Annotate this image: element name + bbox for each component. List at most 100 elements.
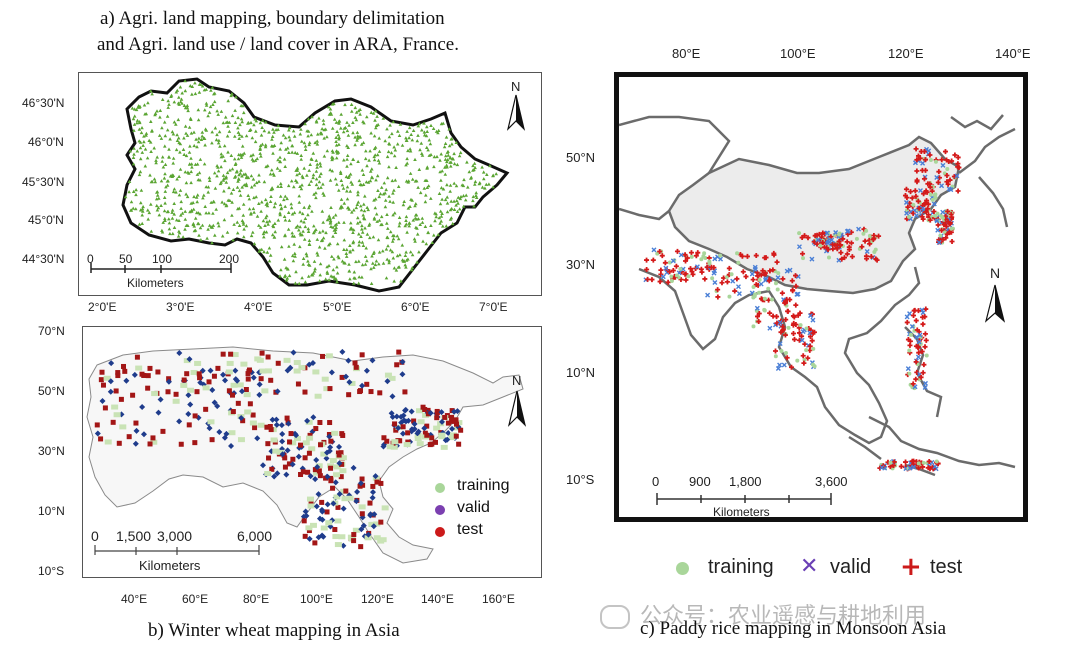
sample-point bbox=[704, 264, 710, 270]
sample-point bbox=[203, 127, 208, 131]
sample-point bbox=[289, 461, 296, 468]
sample-point bbox=[149, 180, 154, 184]
sample-point bbox=[251, 177, 256, 181]
sample-point bbox=[202, 193, 206, 197]
sample-point bbox=[278, 422, 285, 429]
sample-point bbox=[183, 79, 187, 83]
sample-point bbox=[405, 430, 411, 436]
sample-point bbox=[224, 204, 228, 208]
sample-point bbox=[196, 211, 201, 215]
sample-point bbox=[249, 120, 253, 125]
sample-point bbox=[177, 193, 182, 197]
sample-point bbox=[321, 229, 325, 233]
panel-a-caption-line2: and Agri. land use / land cover in ARA, … bbox=[97, 34, 459, 55]
sample-point bbox=[102, 405, 108, 411]
sample-point bbox=[246, 121, 250, 125]
sample-point bbox=[356, 232, 361, 236]
sample-point bbox=[230, 167, 235, 171]
sample-point bbox=[172, 120, 177, 124]
sample-point bbox=[472, 167, 476, 172]
sample-point bbox=[393, 413, 400, 420]
sample-point bbox=[271, 473, 278, 480]
sample-point bbox=[925, 206, 931, 212]
sample-point bbox=[440, 224, 445, 228]
sample-point bbox=[203, 204, 207, 208]
sample-point bbox=[710, 276, 715, 281]
panel-b-scale-num-3: 6,000 bbox=[237, 528, 273, 544]
sample-point bbox=[218, 181, 223, 186]
sample-point bbox=[233, 120, 238, 124]
sample-point bbox=[395, 234, 400, 238]
sample-point bbox=[420, 153, 425, 157]
sample-point bbox=[305, 129, 309, 133]
sample-point bbox=[371, 511, 378, 518]
sample-point bbox=[342, 220, 346, 224]
sample-point bbox=[351, 157, 355, 161]
sample-point bbox=[200, 130, 205, 134]
panel-a-lat-4: 44°30'N bbox=[22, 252, 65, 266]
sample-point bbox=[283, 357, 291, 363]
sample-point bbox=[155, 409, 162, 416]
sample-point bbox=[239, 388, 246, 395]
sample-point bbox=[270, 168, 274, 172]
sample-point bbox=[175, 177, 179, 181]
sample-point bbox=[888, 460, 893, 465]
sample-point bbox=[265, 441, 271, 447]
sample-point bbox=[155, 155, 159, 159]
sample-point bbox=[347, 123, 351, 127]
sample-point bbox=[392, 233, 396, 238]
sample-point bbox=[374, 123, 379, 127]
sample-point bbox=[321, 220, 325, 224]
sample-point bbox=[254, 356, 262, 362]
sample-point bbox=[407, 224, 411, 228]
sample-point bbox=[354, 259, 358, 264]
sample-point bbox=[230, 382, 238, 388]
sample-point bbox=[227, 129, 232, 133]
sample-point bbox=[230, 200, 234, 204]
sample-point bbox=[293, 281, 298, 285]
sample-point bbox=[256, 381, 263, 388]
sample-point bbox=[414, 435, 422, 441]
sample-point bbox=[247, 401, 253, 407]
sample-point bbox=[211, 399, 218, 406]
sample-point bbox=[315, 142, 320, 146]
sample-point bbox=[237, 188, 242, 193]
sample-point bbox=[367, 235, 372, 240]
sample-point bbox=[283, 136, 288, 140]
sample-point bbox=[220, 371, 227, 378]
sample-point bbox=[800, 251, 806, 257]
panel-a-scale-unit: Kilometers bbox=[127, 276, 184, 290]
sample-point bbox=[914, 334, 920, 340]
sample-point bbox=[295, 381, 301, 387]
sample-point bbox=[225, 230, 230, 234]
sample-point bbox=[157, 133, 162, 137]
sample-point bbox=[123, 377, 130, 384]
sample-point bbox=[144, 131, 149, 135]
sample-point bbox=[712, 279, 718, 285]
sample-point bbox=[157, 196, 161, 200]
sample-point bbox=[311, 173, 316, 177]
sample-point bbox=[337, 121, 341, 125]
sample-point bbox=[300, 174, 305, 178]
sample-point bbox=[207, 367, 214, 374]
sample-point bbox=[157, 213, 162, 217]
sample-point bbox=[197, 379, 204, 386]
sample-point bbox=[339, 374, 345, 380]
sample-point bbox=[231, 187, 236, 191]
panel-b-lat-4: 10°S bbox=[38, 564, 65, 578]
sample-point bbox=[328, 478, 334, 484]
sample-point bbox=[244, 183, 249, 188]
sample-point bbox=[408, 250, 413, 254]
sample-point bbox=[915, 308, 921, 314]
sample-point bbox=[313, 267, 317, 271]
sample-point bbox=[438, 409, 445, 416]
sample-point bbox=[183, 358, 191, 364]
sample-point bbox=[814, 241, 820, 247]
sample-point bbox=[302, 455, 308, 461]
sample-point bbox=[171, 132, 176, 136]
sample-point bbox=[372, 146, 377, 151]
sample-point bbox=[658, 267, 664, 273]
sample-point bbox=[185, 194, 190, 199]
sample-point bbox=[688, 266, 694, 272]
sample-point bbox=[232, 367, 239, 374]
